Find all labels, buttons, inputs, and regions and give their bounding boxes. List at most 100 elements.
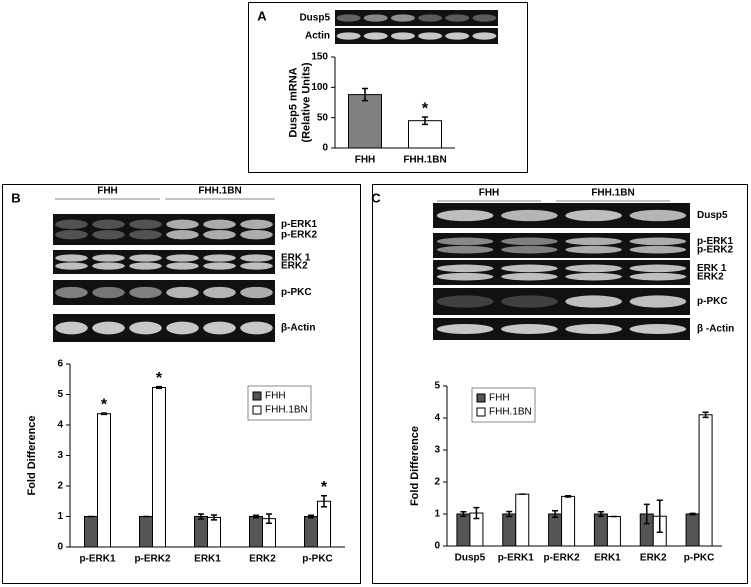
blot-band — [203, 219, 236, 230]
error-bar — [506, 510, 513, 518]
error-bar — [362, 87, 368, 102]
y-tick-label: 6 — [57, 359, 63, 370]
blot — [433, 260, 690, 285]
bar — [502, 513, 517, 547]
blot-band — [565, 264, 622, 273]
x-tick-label: p-PKC — [302, 554, 333, 565]
x-tick-label: FHH — [355, 155, 376, 166]
blot — [53, 314, 275, 342]
x-tick-label: FHH.1BN — [403, 155, 446, 166]
blot-band — [501, 264, 558, 273]
bar — [304, 516, 318, 548]
blot-band — [501, 237, 558, 246]
blot-label: p-ERK1 — [697, 236, 734, 247]
blot-label: p-PKC — [697, 296, 728, 307]
y-tick-label: 150 — [311, 52, 328, 63]
blot-label: ERK2 — [697, 271, 724, 282]
blot-band — [55, 219, 88, 230]
blot-band — [565, 324, 622, 334]
bar — [515, 493, 530, 547]
panel-label: A — [257, 8, 267, 23]
y-tick-label: 50 — [317, 112, 329, 123]
blot-band — [55, 286, 88, 299]
blot-band — [629, 295, 687, 308]
y-axis-label: (Relative Units) — [300, 62, 312, 142]
blot-band — [166, 219, 199, 230]
blot-band — [436, 295, 494, 308]
blot-band — [203, 229, 236, 240]
blot-band — [92, 286, 125, 299]
panel-frame — [372, 184, 748, 584]
y-axis-label: Fold Difference — [26, 415, 38, 495]
legend-swatch — [476, 393, 486, 403]
error-bar — [460, 511, 467, 517]
y-axis-label: Dusp5 mRNA — [287, 67, 299, 137]
y-tick-label: 0 — [57, 542, 63, 553]
blot-band — [55, 321, 88, 335]
blot — [335, 10, 498, 26]
x-tick-label: p-ERK1 — [79, 554, 116, 565]
blot-band — [363, 14, 388, 22]
blot-band — [445, 14, 470, 22]
bar — [698, 414, 713, 547]
error-bar — [689, 512, 696, 516]
blot-band — [240, 254, 273, 262]
error-bar — [101, 412, 107, 416]
bar — [561, 495, 576, 547]
group-label: FHH.1BN — [591, 188, 634, 199]
blot — [433, 318, 690, 340]
legend-label: FHH — [265, 391, 286, 402]
y-tick-label: 100 — [311, 82, 328, 93]
bar — [97, 413, 111, 548]
blot-label: ERK2 — [281, 261, 308, 272]
blot-band — [629, 324, 687, 334]
bar — [456, 513, 471, 547]
error-bar — [253, 514, 259, 519]
blot-band — [203, 254, 236, 262]
blot-band — [240, 321, 273, 335]
blot-label: p-ERK1 — [281, 219, 318, 230]
blot-band — [92, 229, 125, 240]
y-tick-label: 1 — [434, 509, 440, 520]
blot-band — [629, 237, 687, 246]
blot — [53, 214, 275, 245]
group-label: FHH.1BN — [198, 186, 241, 197]
blot-label: Dusp5 — [697, 210, 728, 221]
panel-label: B — [11, 190, 20, 205]
blot-band — [336, 14, 361, 22]
bar — [348, 94, 382, 149]
y-tick-label: 3 — [434, 445, 440, 456]
blot-band — [501, 245, 558, 254]
bar — [207, 516, 221, 548]
error-bar — [552, 510, 559, 518]
bar — [685, 513, 700, 547]
y-axis-label: Fold Difference — [409, 426, 421, 506]
blot-band — [92, 262, 125, 270]
error-bar — [597, 511, 604, 517]
x-tick-label: p-ERK2 — [134, 554, 171, 565]
blot-band — [240, 219, 273, 230]
x-tick-label: p-ERK1 — [498, 553, 535, 564]
bar — [593, 513, 608, 547]
blot-band — [472, 32, 497, 40]
legend-label: FHH — [489, 393, 510, 404]
blot-band — [501, 209, 558, 222]
blot-label: β -Actin — [697, 324, 734, 335]
blot-band — [436, 324, 494, 334]
y-tick-label: 3 — [57, 450, 63, 461]
blot-band — [565, 209, 622, 222]
legend-label: FHH.1BN — [265, 405, 308, 416]
blot-band — [501, 295, 558, 308]
blot-band — [240, 286, 273, 299]
blot-band — [129, 254, 162, 262]
blot-band — [436, 264, 494, 273]
blot — [433, 233, 690, 258]
y-tick-label: 5 — [434, 381, 440, 392]
panel-frame — [248, 2, 528, 173]
blot-label: p-PKC — [281, 287, 312, 298]
blot-band — [629, 209, 687, 222]
error-bar — [643, 503, 650, 525]
blot-band — [203, 286, 236, 299]
blot — [53, 250, 275, 274]
